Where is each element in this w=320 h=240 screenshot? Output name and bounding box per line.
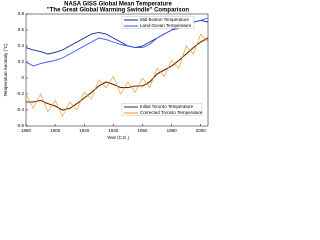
x-tick-label: 1920 [79, 128, 90, 133]
y-tick-label: -0.2 [16, 91, 24, 96]
x-axis-label: Year (C.E.) [107, 135, 130, 140]
x-tick-label: 1960 [137, 128, 148, 133]
chart-subtitle: "The Great Global Warming Swindle" Compa… [47, 8, 189, 14]
x-tick-label: 2000 [196, 128, 207, 133]
legend-label: Initial Toronto Temperature [140, 104, 194, 109]
chart: NASA GISS Global Mean Temperature "The G… [3, 2, 209, 140]
y-tick-label: 0.2 [18, 59, 25, 64]
x-tick-label: 1940 [108, 128, 119, 133]
y-tick-label: -0.4 [16, 107, 24, 112]
y-tick-label: 0.4 [18, 43, 25, 48]
x-tick-label: 1880 [21, 128, 32, 133]
series-line [25, 33, 209, 118]
y-axis-label: Temperature Anomaly (°C) [3, 43, 8, 97]
legend-label: Land-Ocean Temperature [140, 23, 192, 28]
legend-box [121, 103, 203, 116]
series-line [25, 17, 209, 67]
series-line [26, 37, 209, 111]
y-tick-label: 0.8 [18, 11, 25, 16]
legend-label: Mid Boston Temperature [140, 17, 189, 22]
x-tick-label: 1900 [50, 128, 61, 133]
y-tick-label: 0 [21, 75, 24, 80]
legend-box [121, 16, 195, 29]
chart-title: NASA GISS Global Mean Temperature [64, 2, 172, 8]
legend-label: Corrected Toronto Temperature [140, 110, 203, 115]
plot-frame [25, 13, 209, 127]
x-tick-label: 1980 [167, 128, 178, 133]
y-tick-label: 0.6 [18, 27, 25, 32]
y-tick-label: -0.6 [16, 123, 24, 128]
